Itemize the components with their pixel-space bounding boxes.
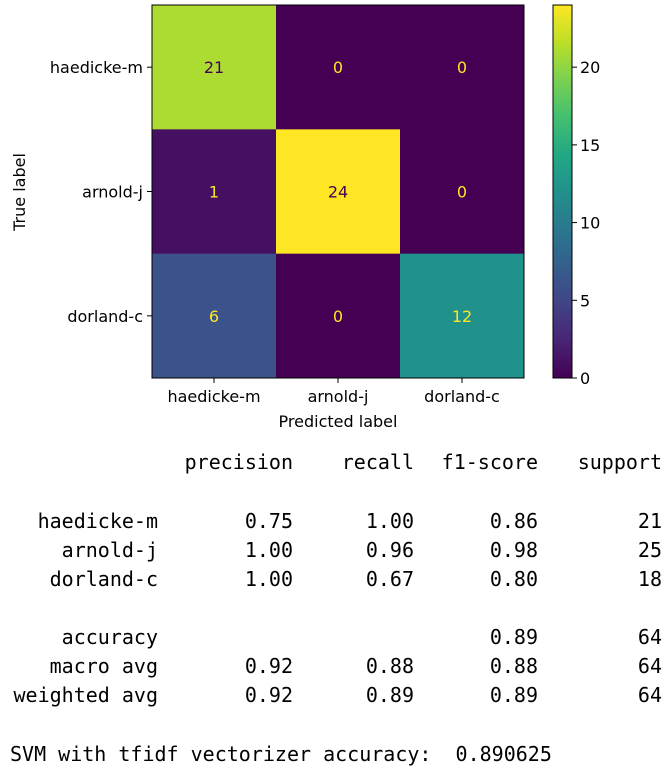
report-row-f1-score: 0.80 <box>489 567 538 591</box>
report-row: dorland-c 1.00 0.67 0.80 18 <box>0 564 667 594</box>
matrix-cell-label: 0 <box>457 183 467 202</box>
report-row-support: 18 <box>637 567 662 591</box>
report-row-support: 64 <box>637 654 662 678</box>
report-header-f1-score: f1-score <box>441 450 538 474</box>
x-tick-label: arnold-j <box>308 387 369 406</box>
report-row: arnold-j 1.00 0.96 0.98 25 <box>0 535 667 565</box>
report-row-f1-score: 0.86 <box>489 509 538 533</box>
colorbar: 0 5 10 15 20 <box>552 4 600 388</box>
report-row-f1-score: 0.89 <box>489 625 538 649</box>
matrix-cell <box>152 253 277 379</box>
matrix-cell <box>400 5 525 130</box>
report-row-label: haedicke-m <box>37 509 158 533</box>
accuracy-summary: SVM with tfidf vectorizer accuracy: 0.89… <box>10 740 552 768</box>
report-header-recall: recall <box>341 450 414 474</box>
report-header-support: support <box>577 450 662 474</box>
report-row-f1-score: 0.88 <box>489 654 538 678</box>
matrix-cell-label: 1 <box>209 183 219 202</box>
matrix-cell <box>400 253 525 379</box>
matrix-cell-labels: 21 0 0 1 24 0 6 0 12 <box>204 58 472 326</box>
y-axis: haedicke-m arnold-j dorland-c <box>50 58 152 326</box>
report-row-f1-score: 0.89 <box>489 683 538 707</box>
matrix-cell-label: 24 <box>328 183 348 202</box>
report-row-support: 64 <box>637 683 662 707</box>
y-axis-title: True label <box>10 153 29 232</box>
report-header-precision: precision <box>184 450 293 474</box>
report-row-precision: 0.75 <box>244 509 293 533</box>
report-row-label: arnold-j <box>61 538 158 562</box>
colorbar-tick-label: 10 <box>580 214 600 233</box>
matrix-cell-label: 12 <box>452 307 472 326</box>
matrix-cell <box>276 5 401 130</box>
report-header-row: precision recall f1-score support <box>0 447 667 477</box>
matrix-cell <box>400 129 525 255</box>
report-row-precision: 0.92 <box>244 683 293 707</box>
colorbar-tick-label: 0 <box>580 369 590 388</box>
report-row-f1-score: 0.98 <box>489 538 538 562</box>
report-row-support: 25 <box>637 538 662 562</box>
matrix-cell <box>152 129 277 255</box>
report-row: haedicke-m 0.75 1.00 0.86 21 <box>0 506 667 536</box>
matrix-cell <box>276 129 401 255</box>
matrix-cell-label: 0 <box>457 58 467 77</box>
matrix-cells <box>152 5 525 379</box>
x-axis: haedicke-m arnold-j dorland-c <box>167 378 500 406</box>
report-summary-row: macro avg 0.92 0.88 0.88 64 <box>0 651 667 681</box>
report-row-label: macro avg <box>49 654 158 678</box>
report-row-recall: 1.00 <box>365 509 414 533</box>
report-row-precision: 1.00 <box>244 538 293 562</box>
report-summary-row: accuracy 0.89 64 <box>0 622 667 652</box>
report-row-precision: 1.00 <box>244 567 293 591</box>
report-row-label: accuracy <box>61 625 158 649</box>
colorbar-tick-label: 20 <box>580 58 600 77</box>
x-tick-label: dorland-c <box>424 387 500 406</box>
classification-report: precision recall f1-score support haedic… <box>0 445 667 707</box>
y-tick-label: arnold-j <box>82 183 143 202</box>
matrix-cell-label: 0 <box>333 58 343 77</box>
matrix-cell-label: 0 <box>333 307 343 326</box>
colorbar-tick-label: 15 <box>580 136 600 155</box>
report-row-label: dorland-c <box>49 567 158 591</box>
report-row-precision: 0.92 <box>244 654 293 678</box>
matrix-cell <box>276 253 401 379</box>
report-row-label: weighted avg <box>13 683 159 707</box>
accuracy-summary-label: SVM with tfidf vectorizer accuracy: <box>10 742 432 766</box>
report-row-recall: 0.96 <box>365 538 414 562</box>
matrix-cell-label: 21 <box>204 58 224 77</box>
y-tick-label: dorland-c <box>67 307 143 326</box>
matrix-cell <box>152 5 277 130</box>
accuracy-summary-value: 0.890625 <box>455 742 552 766</box>
report-summary-row: weighted avg 0.92 0.89 0.89 64 <box>0 680 667 710</box>
report-row-support: 21 <box>637 509 662 533</box>
report-row-recall: 0.88 <box>365 654 414 678</box>
report-row-support: 64 <box>637 625 662 649</box>
report-row-recall: 0.89 <box>365 683 414 707</box>
matrix-cell-label: 6 <box>209 307 219 326</box>
confusion-matrix-chart: 21 0 0 1 24 0 6 0 12 haedicke-m arnold-j dorland-c… <box>10 4 600 431</box>
y-tick-label: haedicke-m <box>50 58 143 77</box>
x-tick-label: haedicke-m <box>167 387 260 406</box>
colorbar-gradient <box>552 4 573 379</box>
x-axis-title: Predicted label <box>279 412 398 431</box>
colorbar-tick-label: 5 <box>580 291 590 310</box>
report-row-recall: 0.67 <box>365 567 414 591</box>
